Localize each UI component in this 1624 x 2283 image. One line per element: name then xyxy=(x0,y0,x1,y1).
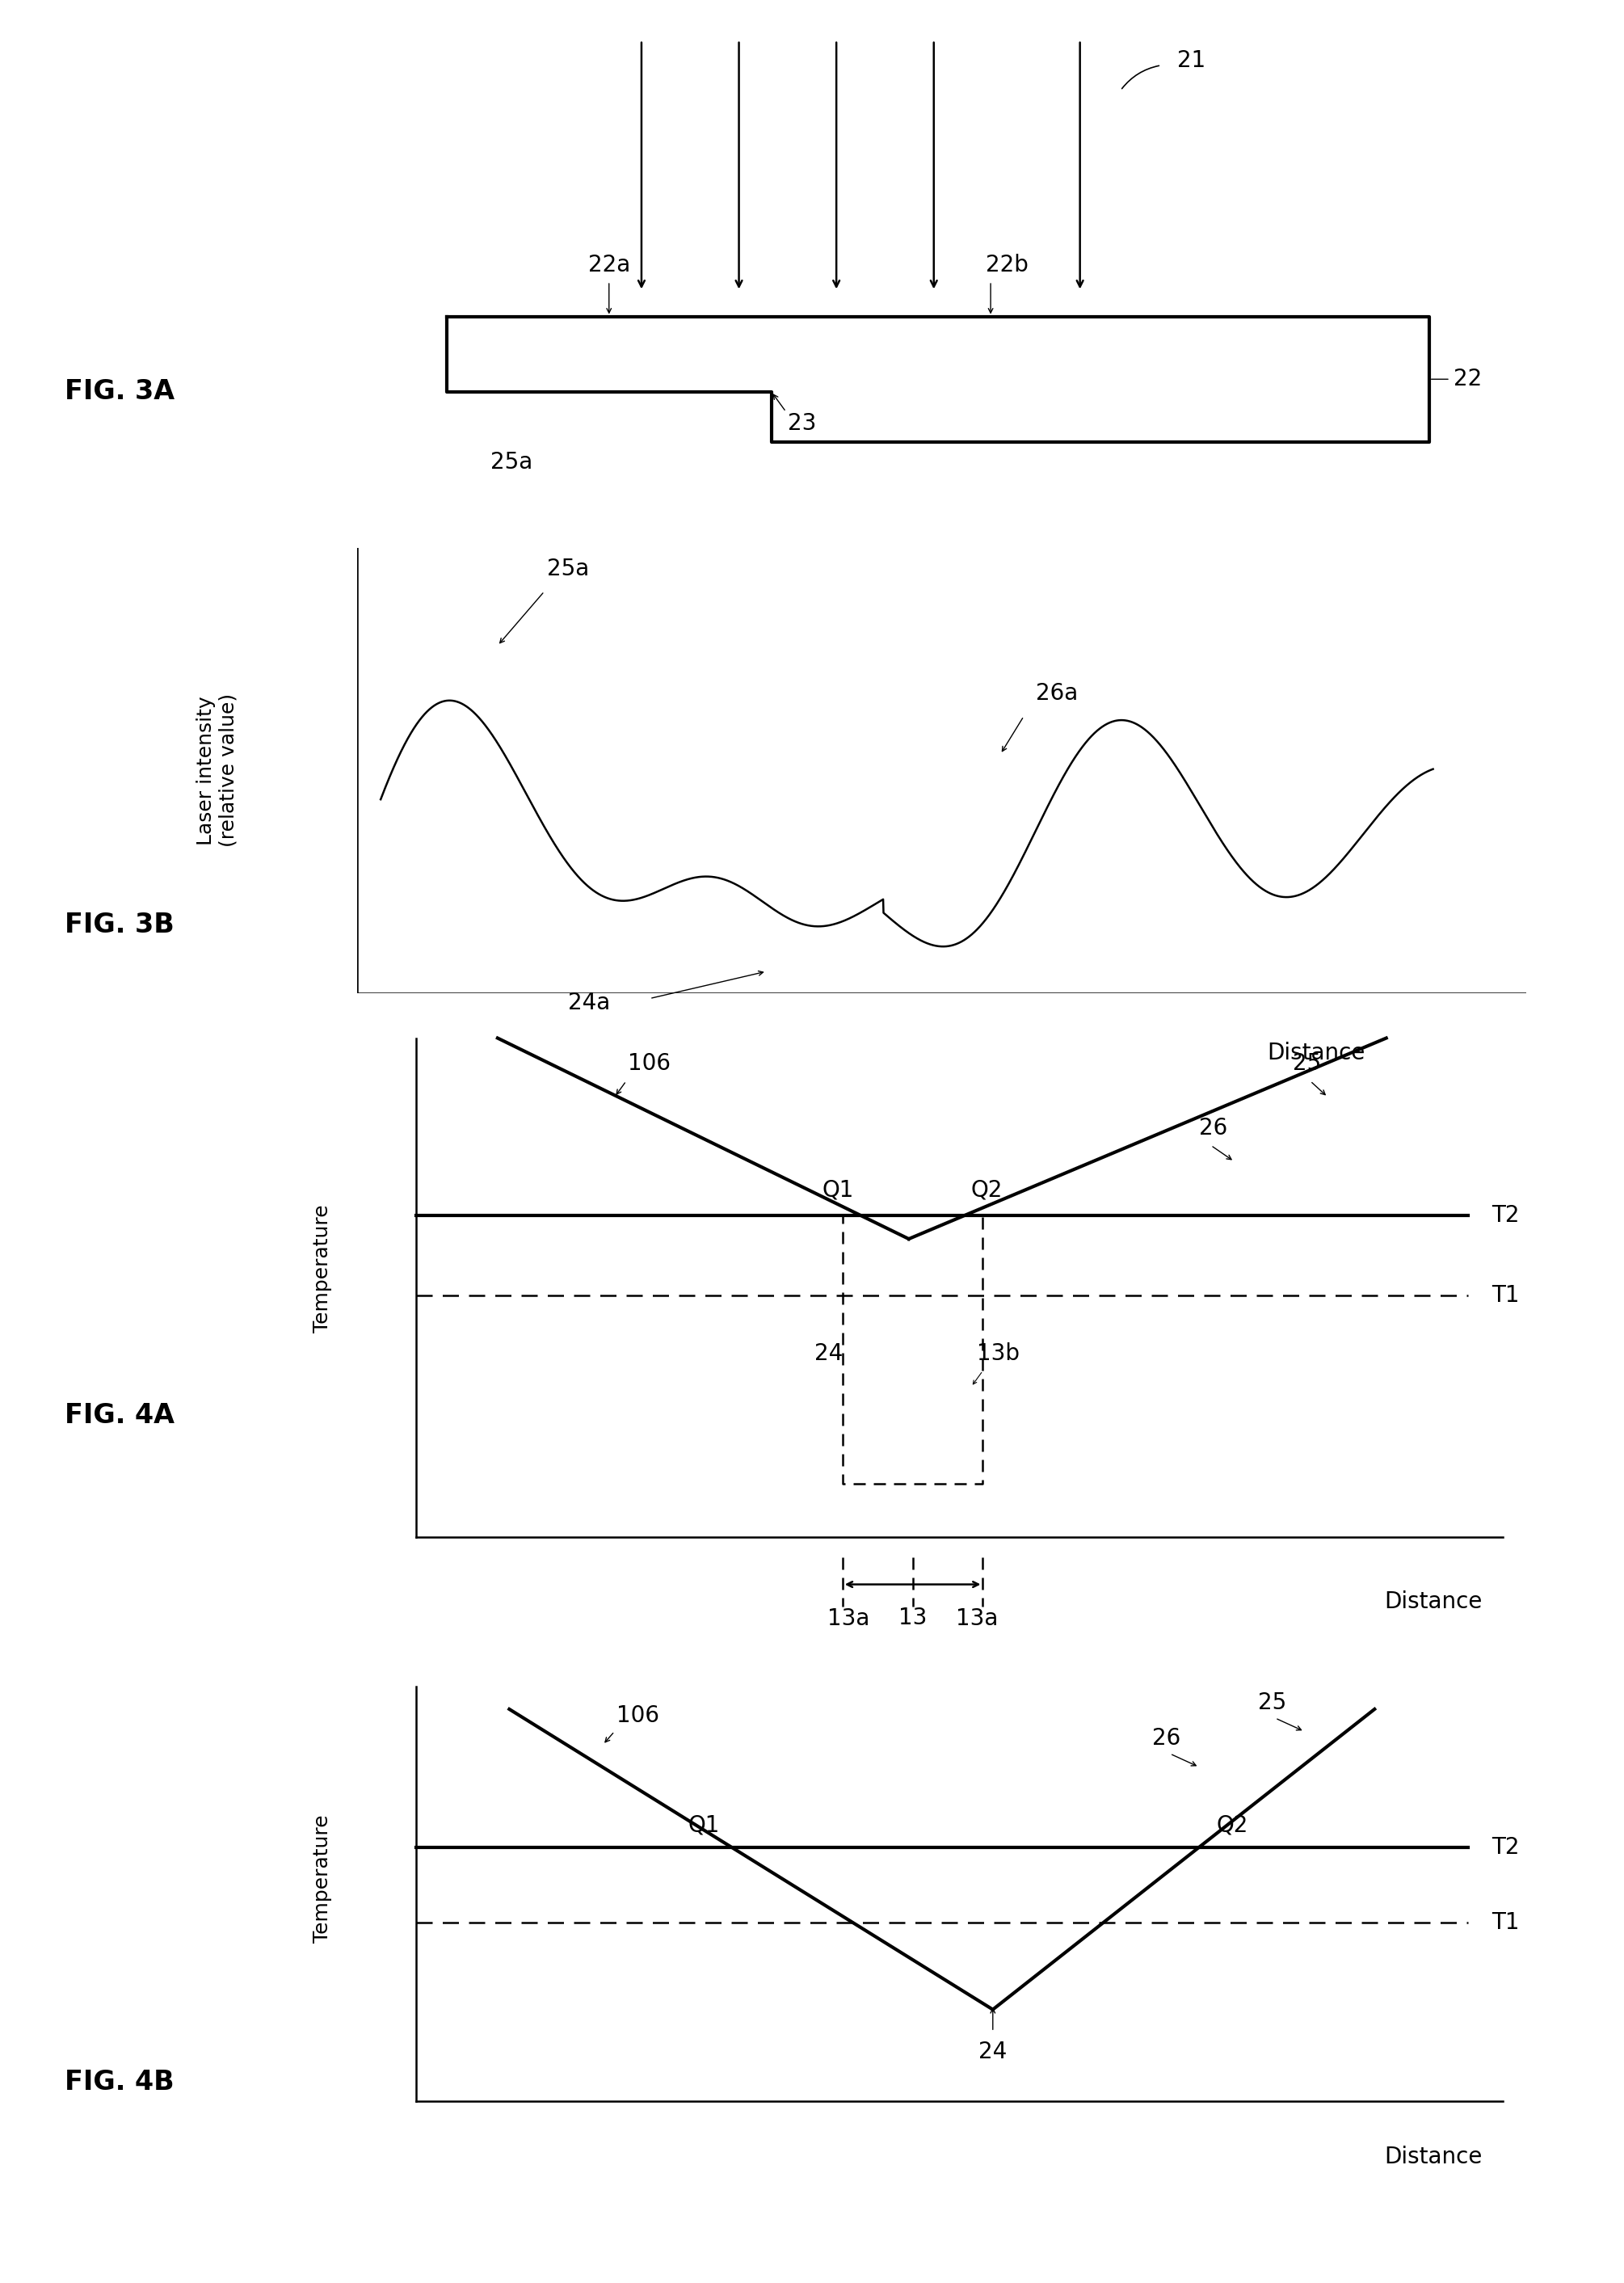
Text: 25a: 25a xyxy=(490,450,533,473)
Text: FIG. 3B: FIG. 3B xyxy=(65,911,175,938)
Text: Q1: Q1 xyxy=(822,1178,854,1201)
Text: 24: 24 xyxy=(814,1342,843,1365)
Text: Q2: Q2 xyxy=(971,1178,1004,1201)
Text: Distance: Distance xyxy=(1267,1041,1366,1064)
Text: 22a: 22a xyxy=(588,253,630,276)
Text: Distance: Distance xyxy=(1384,2146,1483,2169)
Text: FIG. 4A: FIG. 4A xyxy=(65,1402,175,1429)
Text: T1: T1 xyxy=(1491,1285,1520,1306)
Text: 13: 13 xyxy=(898,1607,927,1630)
Text: Laser intensity
(relative value): Laser intensity (relative value) xyxy=(197,694,237,847)
Text: 26: 26 xyxy=(1199,1116,1228,1139)
Text: 23: 23 xyxy=(788,411,817,434)
Text: 106: 106 xyxy=(617,1705,659,1728)
Text: T2: T2 xyxy=(1491,1836,1520,1858)
Text: Q2: Q2 xyxy=(1216,1813,1249,1836)
Text: 21: 21 xyxy=(1177,48,1207,71)
Text: 106: 106 xyxy=(628,1052,671,1075)
Text: 13b: 13b xyxy=(978,1342,1020,1365)
Text: FIG. 4B: FIG. 4B xyxy=(65,2068,174,2096)
Text: 24a: 24a xyxy=(568,991,611,1014)
Text: T1: T1 xyxy=(1491,1911,1520,1934)
Text: 22: 22 xyxy=(1453,368,1483,390)
Text: T2: T2 xyxy=(1491,1203,1520,1226)
Text: 26a: 26a xyxy=(1036,683,1078,705)
Text: 24: 24 xyxy=(979,2041,1007,2064)
Text: Q1: Q1 xyxy=(689,1813,719,1836)
Text: 13a: 13a xyxy=(827,1607,869,1630)
Text: 25a: 25a xyxy=(547,557,590,580)
Text: 25: 25 xyxy=(1257,1692,1286,1715)
Text: 25: 25 xyxy=(1293,1052,1322,1075)
Text: 26: 26 xyxy=(1153,1726,1181,1749)
Text: Temperature: Temperature xyxy=(312,1815,331,1943)
Text: FIG. 3A: FIG. 3A xyxy=(65,379,175,404)
Text: Temperature: Temperature xyxy=(312,1205,331,1333)
Text: Distance: Distance xyxy=(1384,1591,1483,1614)
Text: 13a: 13a xyxy=(957,1607,999,1630)
Text: 22b: 22b xyxy=(986,253,1028,276)
